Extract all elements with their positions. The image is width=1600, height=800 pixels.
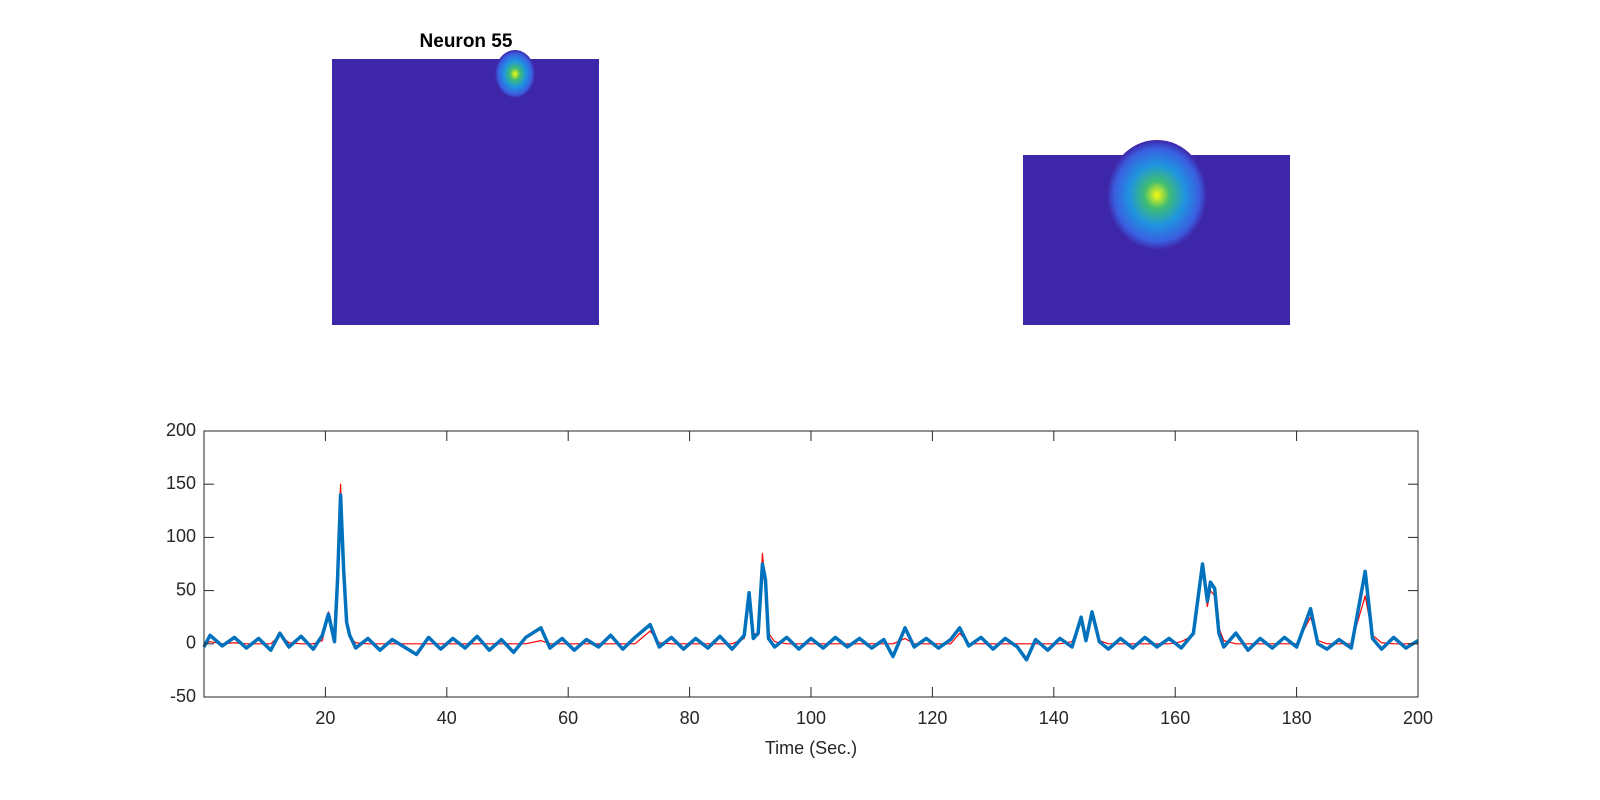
x-tick-label: 140 — [1039, 708, 1069, 728]
x-axis-label: Time (Sec.) — [765, 738, 857, 758]
x-tick-label: 120 — [917, 708, 947, 728]
x-tick-label: 40 — [437, 708, 457, 728]
plot-area — [204, 431, 1418, 697]
chart-title: Neuron 55 — [420, 31, 513, 52]
trace-line — [202, 493, 1419, 662]
y-tick-label: 100 — [166, 526, 196, 546]
y-tick-label: -50 — [170, 686, 196, 706]
y-tick-label: 0 — [186, 633, 196, 653]
y-tick-label: 150 — [166, 473, 196, 493]
spatial-image — [332, 59, 599, 325]
neuron-blob-zoom — [1107, 140, 1207, 250]
plot — [202, 483, 1419, 662]
x-tick-label: 20 — [315, 708, 335, 728]
y-tick-label: 200 — [166, 420, 196, 440]
x-tick-label: 180 — [1282, 708, 1312, 728]
x-tick-label: 80 — [680, 708, 700, 728]
y-tick-label: 50 — [176, 579, 196, 599]
x-tick-label: 160 — [1160, 708, 1190, 728]
x-tick-label: 100 — [796, 708, 826, 728]
neuron-blob — [495, 50, 535, 98]
x-tick-label: 60 — [558, 708, 578, 728]
x-tick-label: 200 — [1403, 708, 1433, 728]
